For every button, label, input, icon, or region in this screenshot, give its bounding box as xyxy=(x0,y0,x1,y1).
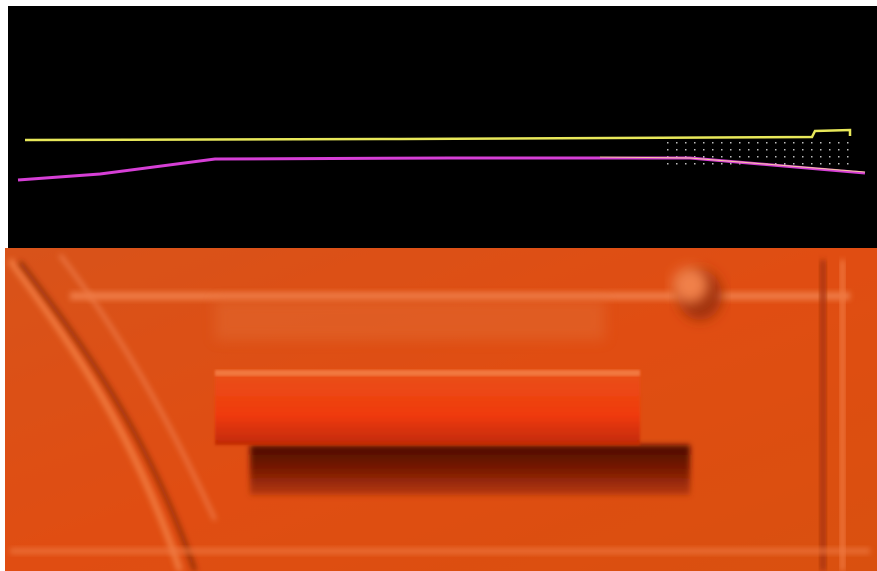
terrace xyxy=(215,300,605,340)
vegetation-points xyxy=(660,142,850,170)
ditch xyxy=(820,260,826,571)
ditch-edge xyxy=(840,260,845,571)
road-edge xyxy=(70,292,850,300)
pad-highlight xyxy=(215,370,640,376)
page xyxy=(0,0,877,571)
lidar-view xyxy=(0,0,877,571)
raised-pad xyxy=(215,370,640,445)
road-edge xyxy=(10,548,870,554)
mound xyxy=(672,267,708,303)
pad-shadow xyxy=(250,445,690,495)
profile-panel xyxy=(8,6,877,248)
